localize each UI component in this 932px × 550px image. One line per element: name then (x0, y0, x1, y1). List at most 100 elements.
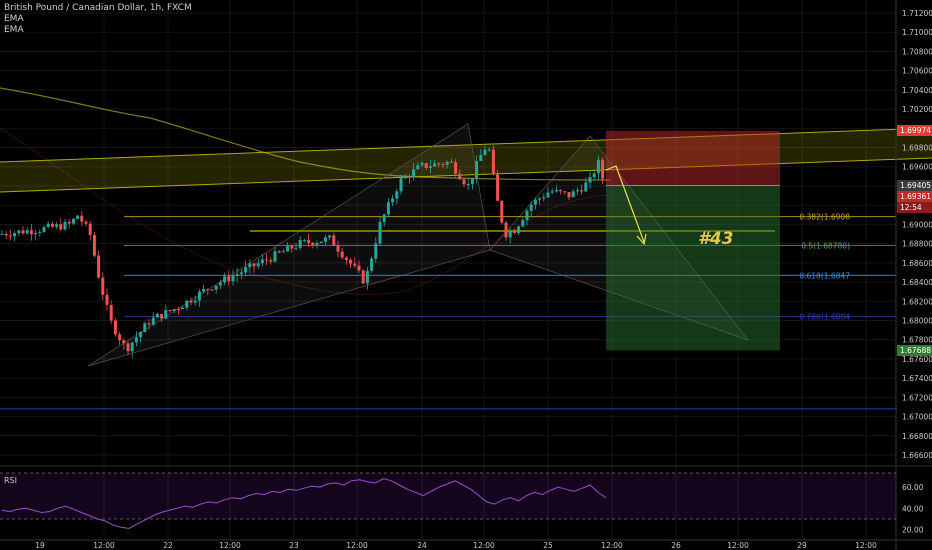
time-axis-label: 12:00 (855, 541, 877, 550)
price-axis-label: 1.69000 (902, 220, 932, 229)
candle-body (420, 163, 424, 166)
time-axis-edge-label: 19 (35, 541, 45, 550)
time-axis-label: 22 (163, 541, 173, 550)
candle-body (315, 243, 319, 246)
price-axis-label: 1.69800 (902, 144, 932, 153)
candle-body (269, 260, 273, 262)
candle-body (382, 214, 386, 222)
time-axis-label: 12:00 (346, 541, 368, 550)
candle-body (391, 198, 395, 203)
candle-body (588, 177, 592, 183)
price-axis-label: 1.66600 (902, 451, 932, 460)
channel-top (0, 127, 932, 163)
candle-body (185, 300, 189, 308)
candle-body (575, 190, 579, 192)
price-axis-label: 1.70800 (902, 47, 932, 56)
candlesticks (0, 145, 605, 358)
candle-body (538, 198, 542, 200)
symbol-title[interactable]: British Pound / Canadian Dollar, 1h, FXC… (4, 3, 192, 13)
candle-body (273, 251, 277, 262)
candle-body (59, 224, 63, 230)
price-axis-label: 1.66800 (902, 432, 932, 441)
candle-body (483, 149, 487, 156)
candle-body (441, 164, 445, 166)
candle-body (218, 282, 222, 286)
candle-body (504, 222, 508, 238)
candle-body (454, 162, 458, 174)
candle-body (193, 300, 197, 303)
candle-body (470, 178, 474, 185)
candle-body (214, 285, 218, 290)
candle-body (244, 267, 248, 273)
indicator-ema-1[interactable]: EMA (4, 14, 24, 24)
rsi-axis-label: 40.00 (902, 504, 924, 513)
candle-body (42, 227, 46, 232)
time-axis-label: 12:00 (219, 541, 241, 550)
candle-body (21, 230, 25, 234)
candle-body (500, 200, 504, 223)
candle-body (353, 263, 357, 266)
candle-body (323, 237, 327, 242)
candle-body (445, 161, 449, 165)
price-axis-label: 1.67600 (902, 355, 932, 364)
candle-body (416, 165, 420, 170)
candle-body (168, 310, 172, 312)
price-axis-label: 1.67800 (902, 336, 932, 345)
chart-legend: British Pound / Canadian Dollar, 1h, FXC… (4, 3, 192, 36)
candle-body (88, 223, 92, 235)
candle-body (601, 159, 605, 179)
candle-body (567, 192, 571, 198)
candle-body (521, 220, 525, 227)
candle-body (29, 230, 33, 235)
candle-body (92, 234, 96, 256)
fib-levels: 0.382(1.6908 0.5(1.68780) 0.618(1.6847 0.78… (124, 213, 896, 322)
candle-body (428, 166, 432, 168)
candle-body (46, 223, 50, 228)
stop-loss-zone[interactable] (606, 130, 780, 186)
time-axis-label: 12:00 (601, 541, 623, 550)
candle-body (105, 294, 109, 305)
price-axis-label: 1.67400 (902, 374, 932, 383)
candle-body (38, 231, 42, 234)
candle-body (84, 221, 88, 224)
candle-body (407, 176, 411, 178)
time-axis-label: 29 (797, 541, 807, 550)
candle-body (386, 202, 390, 215)
candle-body (302, 240, 306, 242)
price-axis-label: 1.68200 (902, 297, 932, 306)
candle-body (55, 224, 59, 227)
candle-body (475, 161, 479, 179)
candle-body (286, 245, 290, 252)
candle-body (97, 255, 101, 278)
price-axis-label: 1.71000 (902, 28, 932, 37)
fib-label: 0.786(1.6804 (799, 313, 850, 322)
candle-body (151, 317, 155, 325)
candle-body (197, 291, 201, 301)
candle-body (378, 221, 382, 244)
candle-body (181, 307, 185, 310)
channel-bottom (0, 157, 932, 193)
take-profit-zone[interactable] (606, 185, 780, 351)
price-axis[interactable]: 1.71200 1.71000 1.70800 1.70600 1.70400 1.702… (902, 9, 932, 460)
time-axis-label: 23 (289, 541, 299, 550)
time-axis-label: 25 (543, 541, 553, 550)
candle-body (231, 275, 235, 282)
candle-body (25, 230, 29, 234)
candle-body (239, 272, 243, 275)
ema-line-slow (0, 87, 611, 181)
candle-body (370, 258, 374, 271)
candle-body (80, 215, 84, 222)
candle-body (554, 189, 558, 192)
candle-body (374, 243, 378, 259)
time-axis[interactable]: 12:00 22 12:00 23 12:00 24 12:00 25 12:00 26 12:00… (35, 541, 877, 550)
last-price-tag: 1.69361 (897, 190, 932, 202)
candle-body (252, 263, 256, 267)
candle-body (298, 240, 302, 248)
rsi-line (1, 478, 607, 529)
candle-body (227, 276, 231, 282)
fib-label: 0.382(1.6908 (799, 213, 850, 222)
indicator-ema-2[interactable]: EMA (4, 25, 24, 35)
candle-body (542, 197, 546, 199)
candle-body (265, 259, 269, 261)
